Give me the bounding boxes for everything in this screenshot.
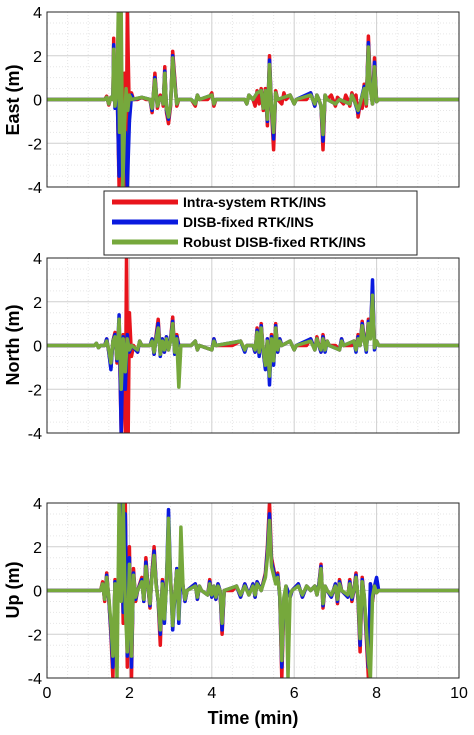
north-ytick-label: -4 bbox=[28, 426, 42, 443]
north-series-disb bbox=[47, 278, 459, 433]
north-series-robust bbox=[47, 293, 459, 392]
up-series bbox=[47, 503, 459, 678]
legend-label-disb: DISB-fixed RTK/INS bbox=[183, 214, 314, 230]
up-panel: -4 -2 0 2 4 0 2 4 6 8 10 Up (m) Time (min) bbox=[3, 496, 468, 728]
x-axis-label: Time (min) bbox=[208, 708, 299, 728]
up-xtick-label: 8 bbox=[372, 685, 381, 702]
east-ytick-label: -4 bbox=[28, 180, 42, 197]
east-ytick-label: 0 bbox=[33, 93, 42, 110]
east-ytick-label: -2 bbox=[28, 136, 42, 153]
east-series-robust bbox=[47, 12, 459, 187]
up-ytick-label: -2 bbox=[28, 627, 42, 644]
up-xtick-label: 0 bbox=[43, 685, 52, 702]
north-axes-frame bbox=[46, 257, 460, 434]
up-ylabel: Up (m) bbox=[3, 562, 23, 619]
north-ytick-label: 0 bbox=[33, 339, 42, 356]
up-xtick-label: 2 bbox=[125, 685, 134, 702]
east-yticks: -4 -2 0 2 4 bbox=[28, 5, 42, 197]
north-ytick-label: -2 bbox=[28, 382, 42, 399]
north-yticks: -4 -2 0 2 4 bbox=[28, 251, 42, 443]
east-ylabel: East (m) bbox=[3, 64, 23, 135]
up-xtick-label: 6 bbox=[290, 685, 299, 702]
east-axes-frame bbox=[46, 11, 460, 188]
up-axes-frame bbox=[46, 502, 460, 679]
up-xticks: 0 2 4 6 8 10 bbox=[43, 685, 468, 702]
up-ytick-label: 4 bbox=[33, 496, 42, 513]
up-series-robust bbox=[47, 503, 459, 678]
north-ytick-label: 2 bbox=[33, 295, 42, 312]
up-ytick-label: -4 bbox=[28, 671, 42, 688]
north-ylabel: North (m) bbox=[3, 305, 23, 386]
east-ytick-label: 4 bbox=[33, 5, 42, 22]
up-series-disb bbox=[47, 503, 459, 669]
up-yticks: -4 -2 0 2 4 bbox=[28, 496, 42, 688]
east-ytick-label: 2 bbox=[33, 49, 42, 66]
legend-label-robust: Robust DISB-fixed RTK/INS bbox=[183, 234, 366, 250]
east-series bbox=[47, 12, 459, 187]
north-panel: -4 -2 0 2 4 North (m) bbox=[3, 251, 460, 443]
up-xtick-label: 10 bbox=[450, 685, 468, 702]
east-panel: -4 -2 0 2 4 East (m) bbox=[3, 5, 460, 197]
north-series bbox=[47, 258, 459, 433]
up-xtick-label: 4 bbox=[207, 685, 216, 702]
legend: Intra-system RTK/INS DISB-fixed RTK/INS … bbox=[103, 190, 418, 256]
north-ytick-label: 4 bbox=[33, 251, 42, 268]
up-ytick-label: 0 bbox=[33, 584, 42, 601]
legend-label-intra: Intra-system RTK/INS bbox=[183, 194, 326, 210]
up-ytick-label: 2 bbox=[33, 540, 42, 557]
